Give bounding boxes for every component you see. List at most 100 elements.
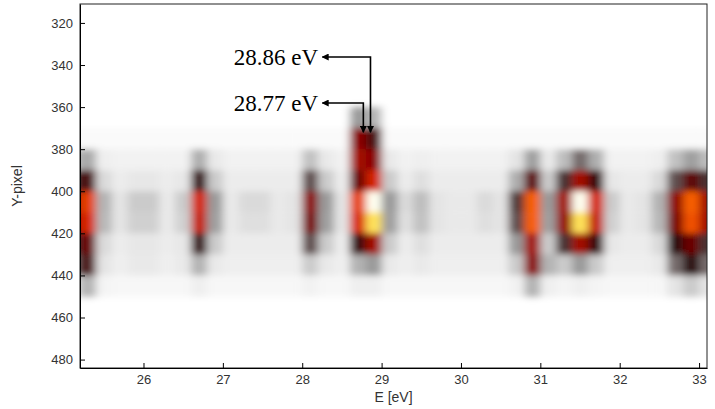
heatmap-cell [96, 254, 112, 276]
heatmap-cell [175, 128, 191, 150]
heatmap-cell [493, 128, 509, 150]
heatmap-cell [429, 233, 445, 255]
heatmap-cell [493, 233, 509, 255]
heatmap-cell [350, 149, 366, 171]
heatmap-cell [239, 191, 255, 213]
heatmap-cell [477, 254, 493, 276]
heatmap-cell [270, 191, 286, 213]
heatmap-cell [255, 149, 271, 171]
heatmap-cell [445, 170, 461, 192]
heatmap-cell [413, 170, 429, 192]
x-tick: 30 [454, 363, 468, 387]
heatmap-cell [651, 233, 667, 255]
heatmap-cell [699, 275, 707, 297]
heatmap-cell [318, 275, 334, 297]
heatmap-cell [699, 128, 707, 150]
heatmap-cell [302, 170, 318, 192]
heatmap-cell [366, 149, 382, 171]
heatmap-cell [128, 128, 144, 150]
heatmap-cell [493, 191, 509, 213]
heatmap-cell [604, 149, 620, 171]
heatmap-cell [683, 233, 699, 255]
heatmap-cell [556, 275, 572, 297]
heatmap-cell [540, 212, 556, 234]
heatmap-cell [667, 128, 683, 150]
heatmap-cell [191, 191, 207, 213]
heatmap-cell [397, 149, 413, 171]
heatmap-cell [302, 212, 318, 234]
heatmap-cell [382, 107, 398, 129]
heatmap-cell [207, 128, 223, 150]
heatmap-cell [683, 191, 699, 213]
heatmap-cell [286, 128, 302, 150]
heatmap-cell [366, 191, 382, 213]
heatmap-cell [175, 107, 191, 129]
heatmap-cell [80, 170, 96, 192]
heatmap-cell [382, 191, 398, 213]
heatmap-cell [302, 275, 318, 297]
x-axis-title: E [eV] [374, 389, 412, 405]
heatmap-cell [207, 233, 223, 255]
heatmap-cell [413, 212, 429, 234]
heatmap-cell [604, 170, 620, 192]
y-axis: 320340360380400420440460480 [51, 5, 85, 369]
heatmap-cell [207, 170, 223, 192]
heatmap-cell [651, 170, 667, 192]
heatmap-cell [509, 107, 525, 129]
heatmap-cell [524, 128, 540, 150]
heatmap-cell [382, 149, 398, 171]
heatmap-cell [128, 191, 144, 213]
heatmap-cell [683, 275, 699, 297]
heatmap-cell [382, 233, 398, 255]
heatmap-cell [96, 275, 112, 297]
heatmap-cell [191, 149, 207, 171]
heatmap-cell [382, 212, 398, 234]
heatmap-cell [255, 170, 271, 192]
heatmap-cell [461, 149, 477, 171]
heatmap-cell [80, 212, 96, 234]
heatmap-cell [207, 191, 223, 213]
x-tick-mark [620, 363, 621, 368]
heatmap-cell [509, 212, 525, 234]
heatmap-cell [620, 212, 636, 234]
heatmap-cell [175, 254, 191, 276]
heatmap-cell [270, 212, 286, 234]
heatmap-cell [128, 233, 144, 255]
y-tick: 480 [51, 352, 85, 367]
heatmap-cell [159, 170, 175, 192]
heatmap-cell [191, 233, 207, 255]
heatmap-cell [382, 275, 398, 297]
heatmap-cell [112, 170, 128, 192]
heatmap-cell [397, 107, 413, 129]
x-tick-label: 28 [295, 372, 309, 387]
x-tick-mark [223, 363, 224, 368]
heatmap-cell [143, 275, 159, 297]
heatmap-cell [80, 149, 96, 171]
heatmap-cell [318, 191, 334, 213]
heatmap-cell [493, 107, 509, 129]
heatmap-cell [382, 254, 398, 276]
heatmap-cell [286, 254, 302, 276]
heatmap-cell [239, 212, 255, 234]
annotation-arrow [322, 103, 363, 132]
heatmap-cell [493, 254, 509, 276]
heatmap-cell [350, 233, 366, 255]
heatmap-cell [207, 254, 223, 276]
y-tick: 320 [51, 16, 85, 31]
heatmap-cell [128, 107, 144, 129]
x-tick-mark [461, 363, 462, 368]
heatmap-cell [382, 128, 398, 150]
heatmap-cell [286, 170, 302, 192]
heatmap-cell [159, 254, 175, 276]
heatmap-cell [286, 191, 302, 213]
heatmap-cell [334, 149, 350, 171]
heatmap-cell [683, 254, 699, 276]
heatmap-cell [96, 233, 112, 255]
y-tick-mark [80, 149, 85, 150]
heatmap-cell [572, 233, 588, 255]
heatmap-cell [429, 170, 445, 192]
y-tick-mark [80, 23, 85, 24]
heatmap-cell [651, 254, 667, 276]
heatmap-cell [588, 128, 604, 150]
heatmap-cell [572, 254, 588, 276]
